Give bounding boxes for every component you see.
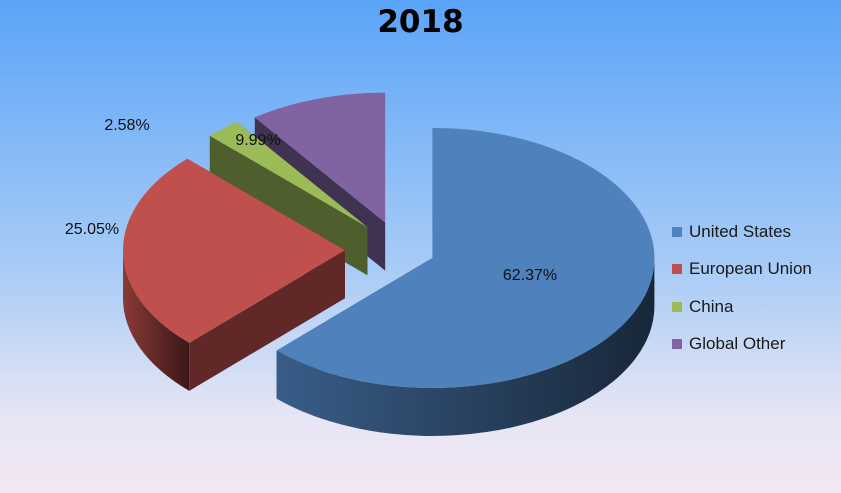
legend-item-china: China (672, 288, 812, 326)
legend-item-united-states: United States (672, 213, 812, 251)
legend-label: Global Other (689, 334, 786, 354)
legend-label: China (689, 296, 734, 316)
pie-top (254, 92, 386, 223)
legend-item-european-union: European Union (672, 251, 812, 289)
legend-item-global-other: Global Other (672, 326, 812, 364)
pie-slice-united-states (276, 127, 655, 436)
pie-side (276, 257, 655, 436)
legend-swatch (672, 226, 682, 237)
pie-top (123, 158, 346, 343)
legend-swatch (672, 301, 682, 312)
pie-slice-european-union (123, 158, 346, 391)
pie-top (276, 127, 655, 388)
data-label-china: 2.58% (104, 117, 149, 134)
pie-wall (189, 250, 346, 391)
legend-label: United States (689, 221, 792, 241)
data-label-european-union: 25.05% (65, 221, 119, 238)
legend-label: European Union (689, 259, 812, 279)
pie-top (209, 122, 368, 228)
legend-swatch (672, 264, 682, 275)
pie-slice-china (209, 122, 368, 276)
pie-side (123, 250, 190, 391)
legend: United States European Union China Global O… (672, 213, 812, 363)
chart-title: 2018 (377, 4, 464, 40)
data-label-united-states: 62.37% (503, 267, 557, 284)
data-label-global-other: 9.99% (235, 132, 280, 149)
legend-swatch (672, 339, 682, 350)
